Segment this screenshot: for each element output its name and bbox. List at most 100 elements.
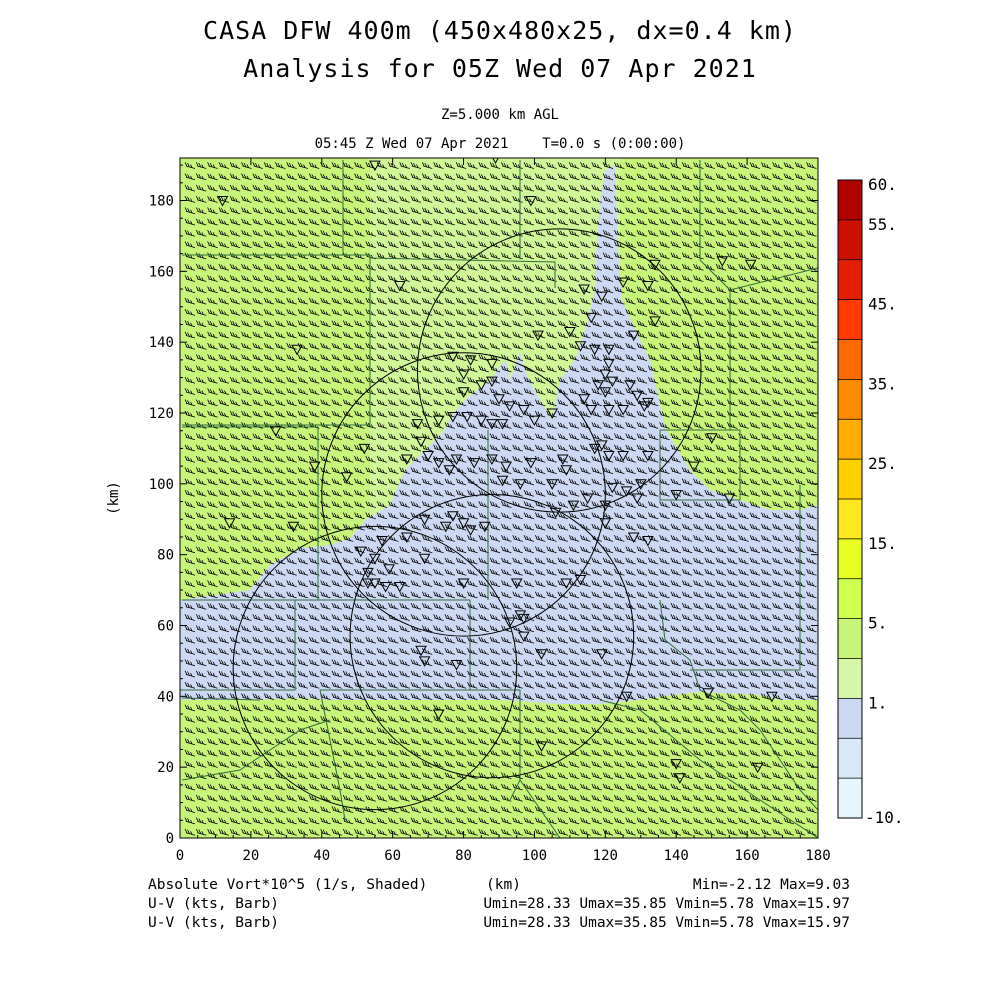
station-marker: [415, 436, 427, 448]
station-marker: [510, 578, 523, 590]
station-marker: [418, 553, 431, 565]
x-tick-label: 180: [805, 848, 830, 864]
station-marker: [486, 376, 498, 388]
colorbar-label: 45.: [868, 295, 897, 314]
station-markers: [216, 158, 778, 784]
station-marker: [595, 440, 608, 451]
station-marker: [578, 284, 590, 296]
y-tick-label: 40: [157, 689, 174, 705]
station-marker: [500, 461, 512, 473]
station-marker: [496, 419, 509, 430]
barb-stats-1: Umin=28.33 Umax=35.85 Vmin=5.78 Vmax=15.…: [483, 896, 850, 912]
radar-ring: [321, 352, 606, 637]
station-marker: [606, 482, 619, 494]
station-marker: [617, 405, 629, 416]
station-marker: [766, 691, 778, 703]
station-marker: [464, 355, 477, 366]
colorbar-segment: [838, 419, 862, 460]
station-marker: [393, 281, 406, 292]
station-marker: [588, 344, 601, 356]
y-tick-labels: 0 20 40 60 80 100 120 140 160 180: [149, 194, 174, 848]
station-marker: [603, 358, 615, 370]
station-marker: [649, 259, 661, 271]
x-tick-labels: 0 20 40 60 80 100 120 140 160 180: [176, 848, 831, 864]
station-marker: [603, 451, 615, 462]
station-marker: [287, 521, 300, 533]
station-marker: [514, 479, 527, 490]
station-marker: [744, 259, 757, 271]
station-marker: [673, 773, 686, 784]
barb-stats-2: Umin=28.33 Umax=35.85 Vmin=5.78 Vmax=15.…: [483, 915, 850, 931]
station-marker: [447, 412, 459, 423]
station-marker: [638, 401, 651, 412]
station-marker: [585, 312, 598, 324]
colorbar: [837, 179, 863, 819]
station-marker: [688, 461, 700, 473]
station-marker: [525, 196, 537, 207]
y-axis-label: (km): [106, 481, 122, 515]
station-marker: [670, 490, 683, 501]
station-marker: [546, 479, 559, 490]
station-marker: [549, 507, 562, 519]
x-tick-label: 120: [593, 848, 618, 864]
y-tick-label: 140: [149, 335, 174, 351]
station-marker: [567, 500, 580, 512]
station-marker: [369, 160, 381, 172]
station-marker: [411, 419, 424, 430]
station-marker: [486, 419, 498, 430]
colorbar-segment: [838, 658, 862, 699]
station-marker: [599, 500, 612, 512]
station-marker: [581, 493, 594, 505]
station-marker: [475, 415, 488, 427]
station-marker: [447, 511, 459, 522]
station-marker: [599, 518, 612, 529]
station-marker: [514, 610, 527, 621]
station-marker: [457, 578, 470, 590]
station-marker: [383, 564, 395, 575]
x-tick-label: 140: [664, 848, 689, 864]
y-tick-label: 0: [166, 831, 174, 847]
station-marker: [362, 578, 374, 590]
station-marker: [517, 613, 530, 625]
x-axis-label: (km): [486, 877, 521, 893]
x-tick-label: 60: [384, 848, 401, 864]
colorbar-segment: [838, 538, 862, 580]
station-marker: [525, 458, 537, 469]
station-marker: [620, 691, 633, 703]
station-marker: [376, 536, 388, 547]
x-tick-label: 20: [242, 848, 259, 864]
station-marker: [642, 397, 654, 409]
level-label: Z=5.000 km AGL: [440, 107, 559, 123]
station-marker: [422, 451, 434, 462]
station-marker: [617, 451, 629, 462]
wind-barb-field: [184, 162, 817, 836]
station-marker: [432, 415, 445, 427]
colorbar-segment: [838, 180, 862, 221]
colorbar-segment: [838, 259, 862, 301]
station-marker: [464, 525, 477, 536]
station-marker: [649, 316, 661, 327]
station-marker: [642, 451, 654, 462]
station-marker: [705, 433, 718, 444]
station-marker: [432, 458, 445, 469]
station-marker: [503, 401, 516, 412]
colorbar-segment: [838, 778, 862, 819]
colorbar-labels: 60. 55. 45. 35. 25. 15. 5. 1. -10.: [865, 175, 904, 827]
station-marker: [468, 458, 481, 469]
station-marker: [532, 330, 544, 342]
y-tick-label: 100: [149, 477, 174, 493]
valid-time-label: 05:45 Z Wed 07 Apr 2021 T=0.0 s (0:00:00…: [314, 136, 686, 152]
station-marker: [223, 518, 236, 529]
y-tick-label: 20: [157, 760, 174, 776]
colorbar-segment: [838, 379, 862, 420]
x-tick-label: 100: [522, 848, 547, 864]
axis-ticks: [179, 158, 819, 839]
station-marker: [369, 553, 381, 565]
station-marker: [670, 759, 683, 770]
station-marker: [603, 405, 615, 416]
station-marker: [631, 493, 644, 505]
station-marker: [291, 344, 303, 356]
title-line1: CASA DFW 400m (450x480x25, dx=0.4 km): [203, 16, 797, 45]
station-marker: [595, 649, 608, 660]
x-tick-label: 160: [734, 848, 759, 864]
